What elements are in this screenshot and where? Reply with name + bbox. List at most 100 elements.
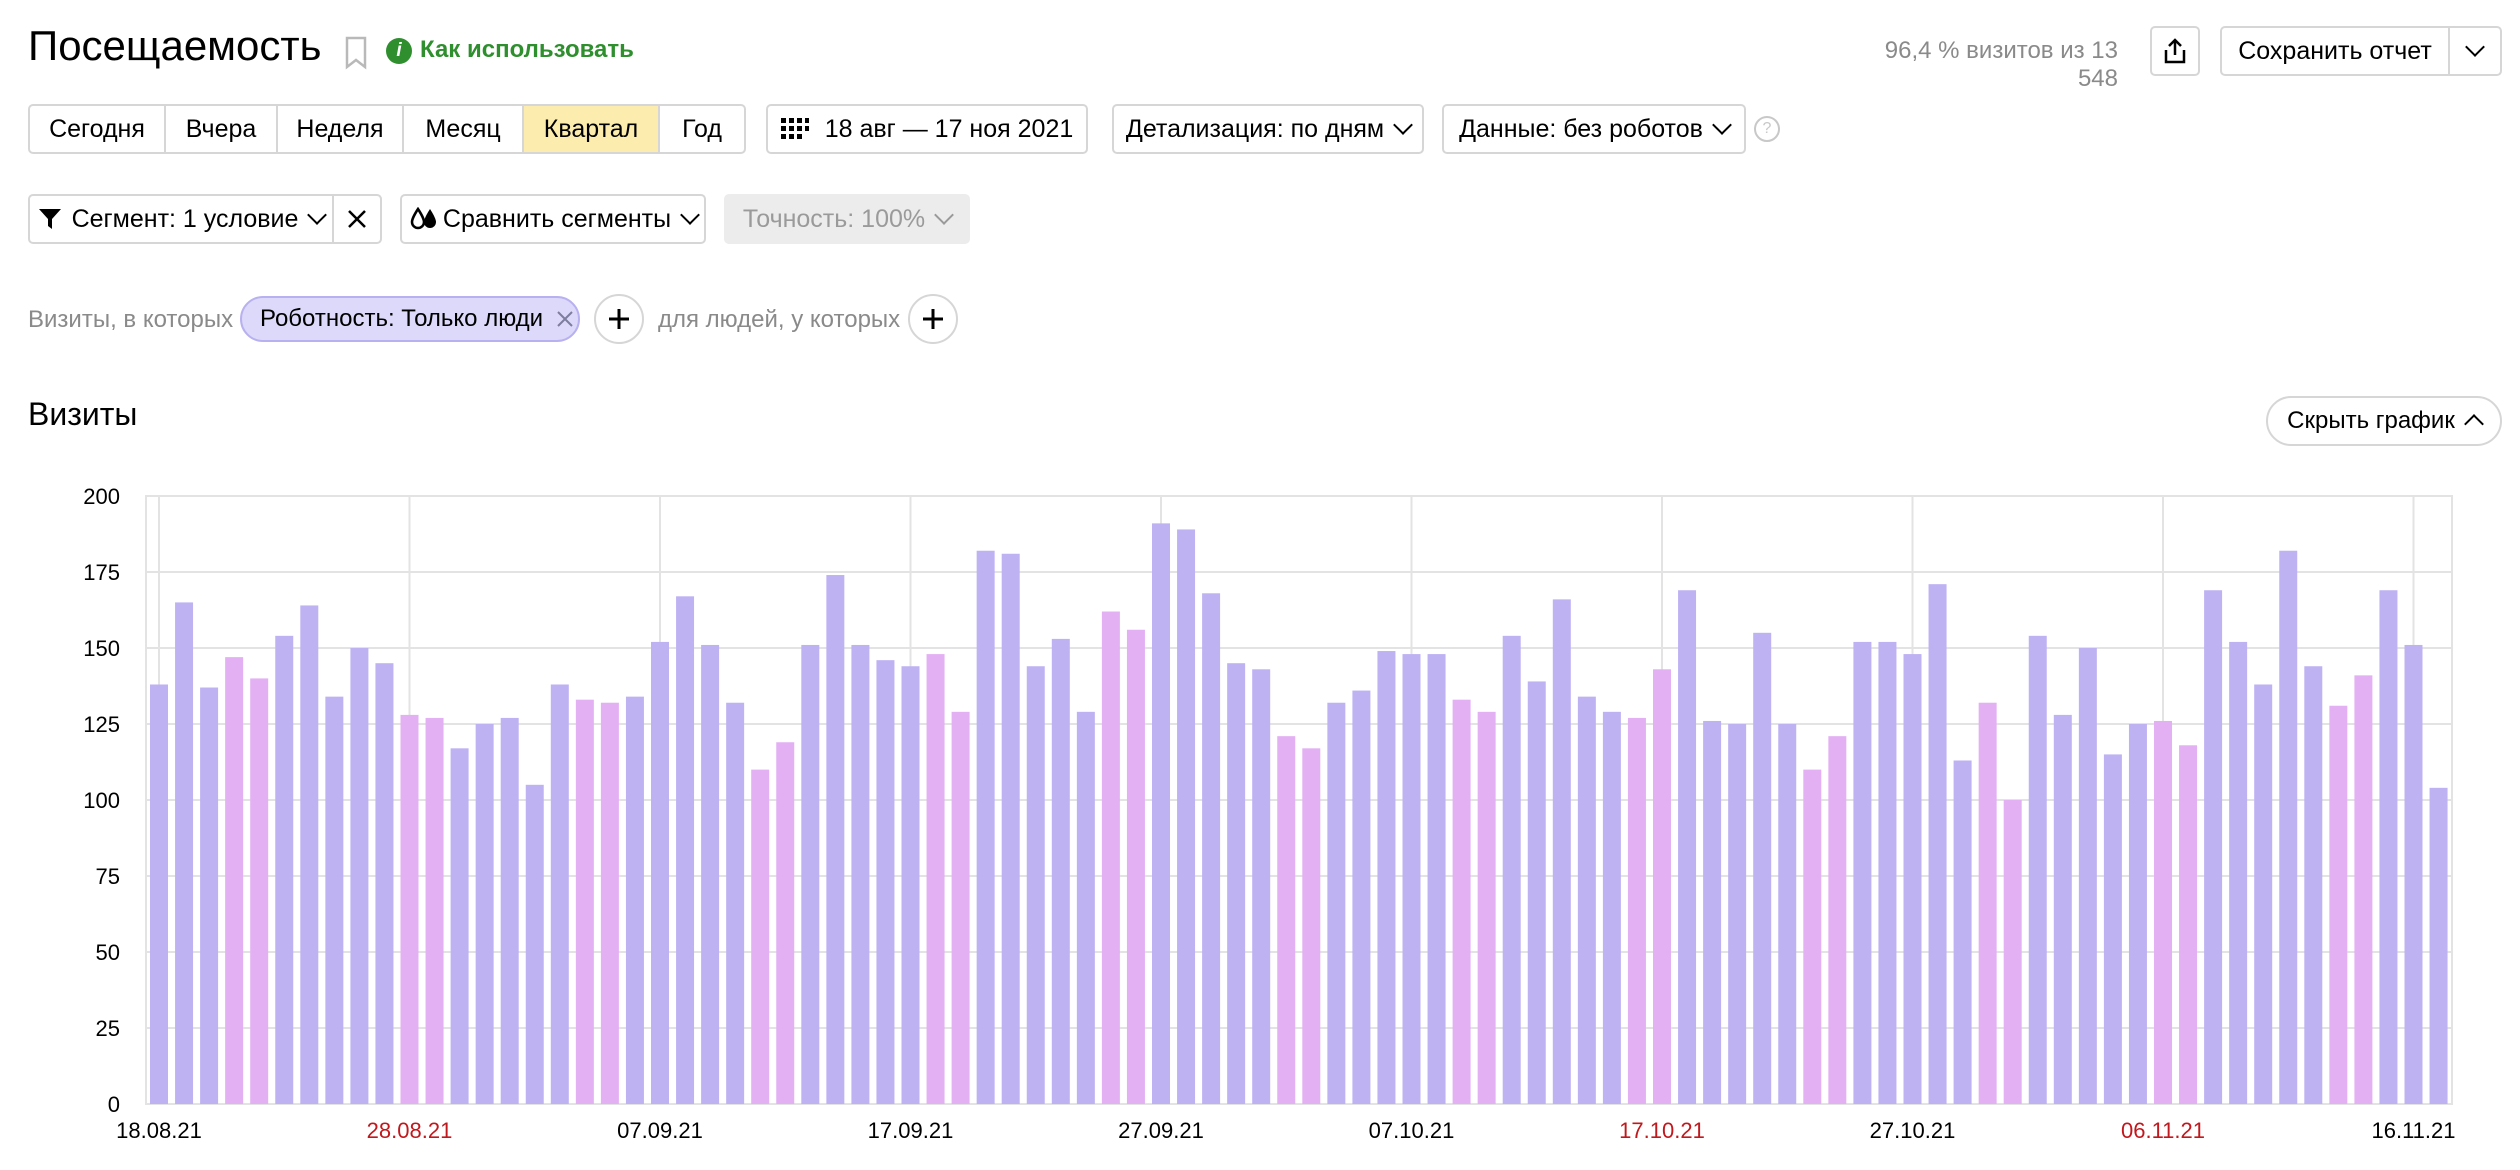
bar[interactable] (2179, 745, 2198, 1104)
bar[interactable] (1728, 724, 1747, 1104)
add-people-condition-button[interactable] (908, 294, 958, 344)
bar[interactable] (726, 702, 745, 1104)
bar[interactable] (350, 648, 369, 1104)
period-4-button[interactable]: Квартал (524, 106, 660, 152)
bar[interactable] (1903, 654, 1922, 1104)
bar[interactable] (1252, 669, 1271, 1104)
bar[interactable] (2279, 550, 2298, 1104)
bar[interactable] (1377, 651, 1396, 1104)
bar[interactable] (2429, 787, 2448, 1104)
bar[interactable] (1678, 590, 1697, 1104)
bar[interactable] (2078, 648, 2097, 1104)
bar[interactable] (901, 666, 920, 1104)
bar[interactable] (2404, 644, 2423, 1104)
bar[interactable] (2154, 720, 2172, 1104)
bar[interactable] (1978, 702, 1997, 1104)
bar[interactable] (1828, 736, 1847, 1104)
bar[interactable] (1803, 769, 1822, 1104)
bar[interactable] (1227, 663, 1246, 1104)
how-to-use-link[interactable]: Как использовать (420, 36, 634, 63)
bar[interactable] (2379, 590, 2398, 1104)
add-visit-condition-button[interactable] (594, 294, 644, 344)
bar[interactable] (2254, 684, 2273, 1104)
bar[interactable] (425, 717, 444, 1104)
bar[interactable] (2103, 754, 2122, 1104)
bar[interactable] (1602, 711, 1621, 1104)
help-icon[interactable]: ? (1754, 116, 1780, 142)
detail-dropdown[interactable]: Детализация: по дням (1112, 104, 1424, 154)
accuracy-dropdown[interactable]: Точность: 100% (724, 194, 970, 244)
bar[interactable] (801, 644, 820, 1104)
bar[interactable] (450, 748, 469, 1104)
bar[interactable] (1928, 584, 1947, 1104)
bar[interactable] (2304, 666, 2323, 1104)
bar[interactable] (175, 602, 194, 1104)
date-range-picker[interactable]: 18 авг — 17 ноя 2021 (766, 104, 1088, 154)
clear-segment-button[interactable] (332, 194, 382, 244)
bar[interactable] (1177, 529, 1196, 1104)
bar[interactable] (2003, 800, 2022, 1104)
bar[interactable] (225, 657, 244, 1104)
robot-filter-chip[interactable]: Роботность: Только люди (240, 296, 580, 342)
bar[interactable] (976, 550, 995, 1104)
bar[interactable] (1627, 717, 1646, 1104)
bar[interactable] (2229, 641, 2248, 1104)
bar[interactable] (600, 702, 619, 1104)
segment-dropdown[interactable]: Сегмент: 1 условие (28, 194, 334, 244)
period-3-button[interactable]: Месяц (404, 106, 524, 152)
bar[interactable] (1026, 666, 1045, 1104)
bar[interactable] (250, 678, 269, 1104)
close-icon[interactable] (555, 309, 575, 329)
bar[interactable] (1502, 635, 1521, 1104)
bar[interactable] (1202, 593, 1221, 1104)
bar[interactable] (375, 663, 394, 1104)
export-button[interactable] (2150, 26, 2200, 76)
bar[interactable] (1101, 611, 1120, 1104)
bar[interactable] (1427, 654, 1446, 1104)
bar[interactable] (1552, 599, 1571, 1104)
bar[interactable] (550, 684, 569, 1104)
bar[interactable] (325, 696, 344, 1104)
bar[interactable] (701, 644, 720, 1104)
bar[interactable] (1703, 720, 1722, 1104)
compare-segments-dropdown[interactable]: Сравнить сегменты (400, 194, 706, 244)
bar[interactable] (1402, 654, 1421, 1104)
bar[interactable] (676, 596, 695, 1104)
bar[interactable] (1753, 632, 1772, 1104)
hide-chart-button[interactable]: Скрыть график (2266, 396, 2502, 446)
bar[interactable] (1853, 641, 1872, 1104)
period-2-button[interactable]: Неделя (278, 106, 404, 152)
bar[interactable] (826, 575, 845, 1104)
bar[interactable] (500, 717, 519, 1104)
bar[interactable] (1051, 638, 1070, 1104)
data-filter-dropdown[interactable]: Данные: без роботов (1442, 104, 1746, 154)
bar[interactable] (776, 742, 795, 1104)
bar[interactable] (1527, 681, 1546, 1104)
bar[interactable] (2329, 705, 2348, 1104)
bar[interactable] (2053, 714, 2072, 1104)
bar[interactable] (1953, 760, 1972, 1104)
bar[interactable] (625, 696, 644, 1104)
bar[interactable] (876, 660, 895, 1104)
bar[interactable] (200, 687, 219, 1104)
period-1-button[interactable]: Вчера (166, 106, 278, 152)
period-5-button[interactable]: Год (682, 114, 722, 143)
bar[interactable] (2128, 724, 2147, 1104)
bar[interactable] (475, 724, 494, 1104)
bar[interactable] (1126, 629, 1145, 1104)
bar[interactable] (275, 635, 294, 1104)
bar[interactable] (1352, 690, 1371, 1104)
bar[interactable] (951, 711, 970, 1104)
save-report-button[interactable]: Сохранить отчет (2220, 26, 2450, 76)
bar[interactable] (2354, 675, 2373, 1104)
bar[interactable] (575, 699, 594, 1104)
bar[interactable] (400, 714, 419, 1104)
bar[interactable] (2028, 635, 2047, 1104)
bar[interactable] (525, 784, 544, 1104)
bar[interactable] (1778, 724, 1797, 1104)
bar[interactable] (150, 684, 168, 1104)
save-report-menu-button[interactable] (2448, 26, 2502, 76)
bar[interactable] (1001, 553, 1020, 1104)
bar[interactable] (1277, 736, 1296, 1104)
bar[interactable] (1452, 699, 1471, 1104)
